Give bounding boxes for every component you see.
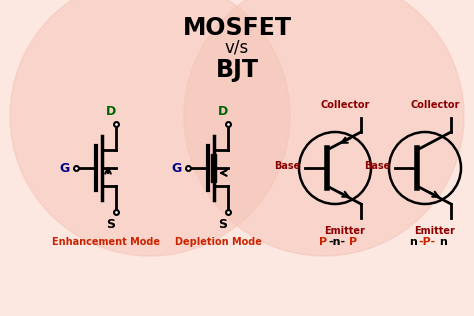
Text: n: n bbox=[439, 237, 447, 247]
Text: Emitter: Emitter bbox=[325, 226, 365, 236]
Text: G: G bbox=[60, 161, 70, 174]
Text: v/s: v/s bbox=[225, 39, 249, 57]
Circle shape bbox=[10, 0, 290, 256]
Text: P: P bbox=[319, 237, 327, 247]
Text: n: n bbox=[409, 237, 417, 247]
Text: Depletion Mode: Depletion Mode bbox=[174, 237, 262, 247]
Bar bbox=[211, 154, 216, 182]
Text: Collector: Collector bbox=[320, 100, 370, 110]
Text: BJT: BJT bbox=[216, 58, 258, 82]
Text: D: D bbox=[218, 105, 228, 118]
Circle shape bbox=[184, 0, 464, 256]
Text: D: D bbox=[106, 105, 116, 118]
Text: MOSFET: MOSFET bbox=[182, 16, 292, 40]
Text: -P-: -P- bbox=[419, 237, 436, 247]
Text: G: G bbox=[172, 161, 182, 174]
Text: S: S bbox=[107, 218, 116, 231]
Text: Emitter: Emitter bbox=[415, 226, 456, 236]
Text: -n-: -n- bbox=[328, 237, 346, 247]
Text: Collector: Collector bbox=[410, 100, 460, 110]
Text: Base: Base bbox=[274, 161, 300, 171]
Text: S: S bbox=[219, 218, 228, 231]
Text: P: P bbox=[349, 237, 357, 247]
Text: Base: Base bbox=[364, 161, 390, 171]
Text: Enhancement Mode: Enhancement Mode bbox=[52, 237, 160, 247]
